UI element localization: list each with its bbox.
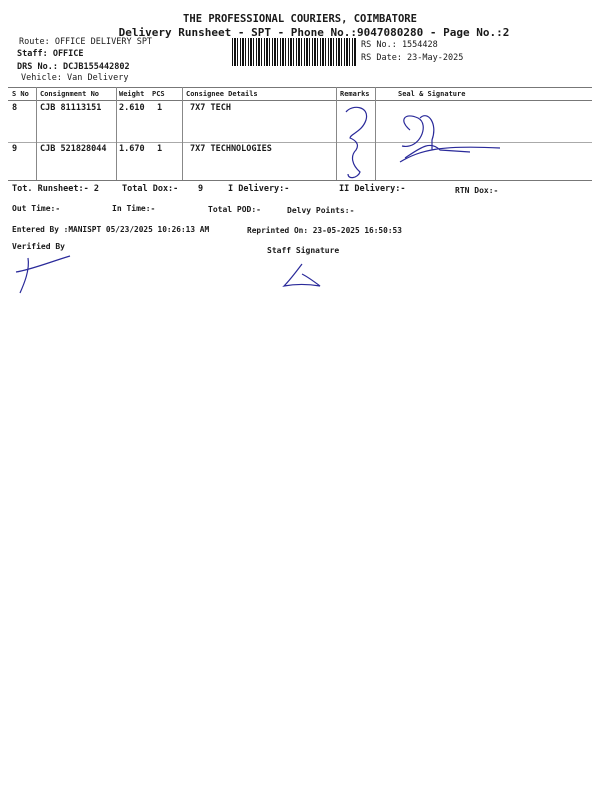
row-weight: 2.610 (119, 103, 145, 113)
row-pcs: 1 (157, 103, 163, 113)
verified-signature-mark (15, 255, 71, 294)
staff: Staff: OFFICE (17, 49, 84, 59)
rs-no: RS No.: 1554428 (361, 40, 438, 50)
col-sno: S No (12, 90, 29, 98)
col-seal: Seal & Signature (398, 90, 466, 98)
col-pcs: PCS (152, 90, 165, 98)
staff-signature-mark (282, 263, 321, 287)
row-consignment: CJB 81113151 (40, 103, 102, 113)
col-consignment: Consignment No (40, 90, 100, 98)
row-sno: 8 (12, 103, 18, 113)
runsheet-subtitle: Delivery Runsheet - SPT - Phone No.:9047… (118, 26, 510, 39)
row-weight: 1.670 (119, 144, 145, 154)
tot-runsheet: Tot. Runsheet:- 2 (12, 184, 99, 194)
total-pod: Total POD:- (208, 205, 261, 214)
row-consignment: CJB 521828044 (40, 144, 107, 154)
verified-by-label: Verified By (12, 242, 65, 251)
company-title: THE PROFESSIONAL COURIERS, COIMBATORE (183, 13, 417, 25)
vehicle: Vehicle: Van Delivery (21, 73, 129, 83)
total-dox: Total Dox:- (122, 184, 179, 194)
row-consignee: 7X7 TECH (190, 103, 231, 113)
drs-no: DRS No.: DCJB155442802 (17, 62, 130, 72)
col-remarks: Remarks (340, 90, 370, 98)
handwritten-signatures (15, 106, 501, 294)
out-time: Out Time:- (12, 204, 61, 213)
ii-delivery: II Delivery:- (339, 184, 406, 194)
barcode (232, 38, 356, 66)
rs-date: RS Date: 23-May-2025 (361, 53, 464, 63)
entered-by: Entered By :MANISPT 05/23/2025 10:26:13 … (12, 225, 210, 234)
delvy-points: Delvy Points:- (287, 206, 355, 215)
seal-signature-mark (399, 115, 501, 163)
total-dox-value: 9 (198, 184, 204, 194)
row-pcs: 1 (157, 144, 163, 154)
route: Route: OFFICE DELIVERY SPT (19, 37, 153, 47)
reprinted-on: Reprinted On: 23-05-2025 16:50:53 (247, 226, 402, 235)
row-consignee: 7X7 TECHNOLOGIES (190, 144, 272, 154)
col-consignee: Consignee Details (186, 90, 258, 98)
in-time: In Time:- (112, 204, 156, 213)
remarks-bracket-mark (345, 106, 368, 179)
col-weight: Weight (119, 90, 145, 98)
row-sno: 9 (12, 144, 18, 154)
i-delivery: I Delivery:- (228, 184, 290, 194)
rtn-dox: RTN Dox:- (455, 186, 499, 195)
staff-signature-label: Staff Signature (267, 246, 340, 255)
